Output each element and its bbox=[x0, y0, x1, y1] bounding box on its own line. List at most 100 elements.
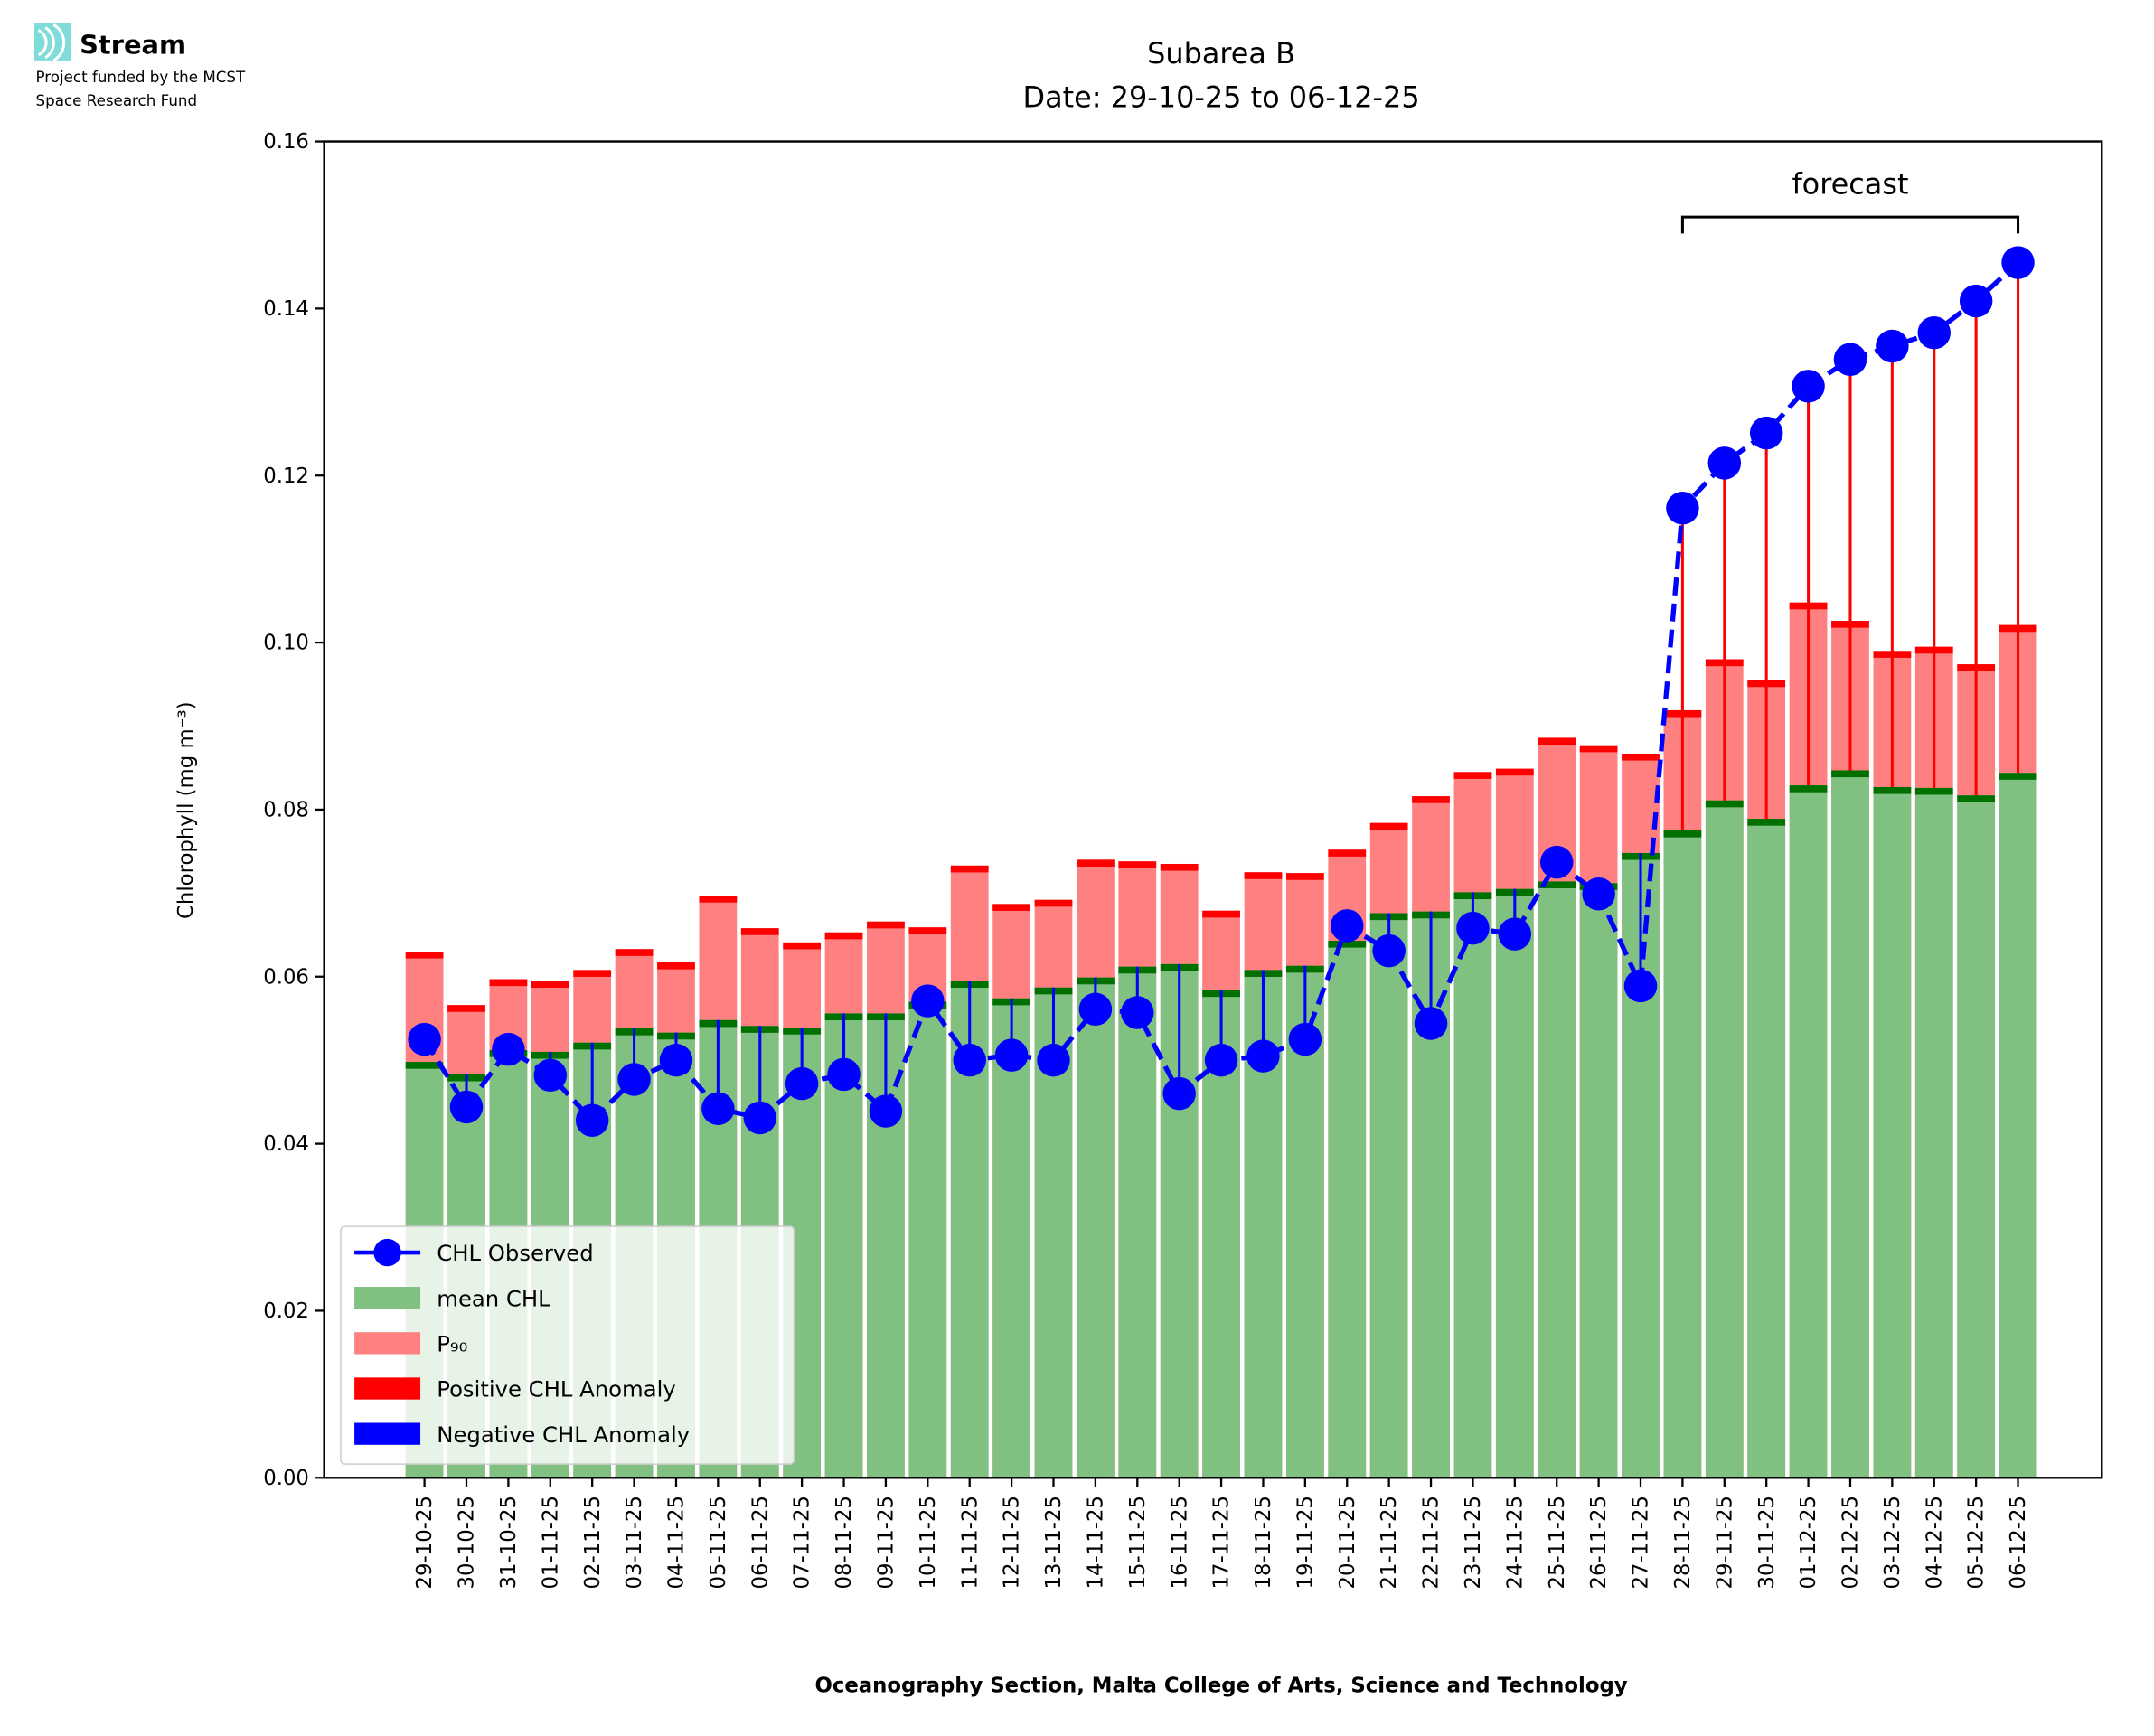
observed-point bbox=[1414, 1007, 1448, 1040]
legend-label: CHL Observed bbox=[437, 1240, 593, 1266]
p90-marker bbox=[783, 942, 822, 950]
x-tick-label: 28-11-25 bbox=[1671, 1496, 1695, 1589]
mean-bar bbox=[992, 998, 1030, 1478]
x-tick-label: 04-11-25 bbox=[665, 1496, 689, 1589]
chart-subtitle: Date: 29-10-25 to 06-12-25 bbox=[1023, 80, 1420, 115]
logo-line2: Space Research Fund bbox=[36, 91, 198, 109]
x-tick-label: 01-12-25 bbox=[1797, 1496, 1820, 1589]
y-tick-label: 0.02 bbox=[263, 1300, 309, 1323]
p90-marker bbox=[992, 904, 1030, 911]
legend-label: Negative CHL Anomaly bbox=[437, 1422, 690, 1448]
y-tick-label: 0.12 bbox=[263, 464, 309, 488]
x-tick-label: 29-10-25 bbox=[413, 1496, 437, 1589]
x-tick-label: 25-11-25 bbox=[1546, 1496, 1569, 1589]
x-tick-label: 08-11-25 bbox=[832, 1496, 856, 1589]
mean-marker bbox=[1873, 786, 1912, 794]
legend-swatch-negative bbox=[354, 1422, 421, 1445]
legend-label: mean CHL bbox=[437, 1285, 550, 1311]
observed-point bbox=[408, 1022, 441, 1056]
observed-point bbox=[449, 1090, 484, 1124]
p90-marker bbox=[1495, 768, 1534, 776]
mean-bar bbox=[1999, 773, 2037, 1478]
observed-point bbox=[1037, 1043, 1070, 1077]
mean-marker bbox=[1538, 881, 1576, 888]
legend-item-mean: mean CHL bbox=[354, 1285, 550, 1311]
logo: Stream Project funded by the MCST Space … bbox=[33, 23, 246, 109]
p90-marker bbox=[1369, 822, 1408, 830]
mean-bar bbox=[1789, 785, 1828, 1478]
observed-point bbox=[1959, 284, 1993, 318]
legend-marker-observed bbox=[373, 1238, 401, 1267]
p90-marker bbox=[1285, 873, 1324, 880]
x-tick-label: 23-11-25 bbox=[1462, 1496, 1485, 1589]
chart-title: Subarea B bbox=[1147, 36, 1295, 70]
x-tick-label: 13-11-25 bbox=[1042, 1496, 1066, 1589]
observed-point bbox=[1204, 1043, 1238, 1077]
x-tick-label: 06-12-25 bbox=[2007, 1496, 2030, 1589]
observed-point bbox=[617, 1063, 651, 1096]
x-tick-label: 17-11-25 bbox=[1210, 1496, 1234, 1589]
p90-marker bbox=[1328, 849, 1367, 857]
x-tick-label: 18-11-25 bbox=[1252, 1496, 1275, 1589]
observed-point bbox=[1876, 329, 1909, 363]
p90-marker bbox=[531, 981, 569, 988]
x-tick-label: 01-11-25 bbox=[539, 1496, 562, 1589]
observed-point bbox=[1372, 934, 1406, 968]
p90-marker bbox=[1244, 872, 1283, 879]
x-tick-label: 19-11-25 bbox=[1293, 1496, 1317, 1589]
p90-marker bbox=[1118, 861, 1157, 868]
observed-point bbox=[1078, 992, 1113, 1027]
x-tick-label: 30-11-25 bbox=[1755, 1496, 1779, 1589]
observed-point bbox=[1792, 370, 1825, 403]
x-tick-label: 31-10-25 bbox=[497, 1496, 521, 1589]
p90-marker bbox=[699, 896, 738, 903]
mean-marker bbox=[1663, 830, 1702, 838]
legend-item-p90: P₉₀ bbox=[354, 1330, 467, 1356]
mean-marker bbox=[1789, 785, 1828, 793]
x-tick-label: 15-11-25 bbox=[1126, 1496, 1150, 1589]
mean-bar bbox=[1118, 966, 1157, 1478]
observed-point bbox=[1917, 315, 1951, 350]
mean-bar bbox=[908, 1001, 947, 1478]
mean-bar bbox=[1957, 795, 1996, 1478]
x-tick-label: 05-12-25 bbox=[1965, 1496, 1989, 1589]
observed-point bbox=[743, 1101, 776, 1135]
legend-swatch-mean bbox=[354, 1287, 421, 1309]
observed-point bbox=[492, 1032, 525, 1066]
p90-marker bbox=[1579, 745, 1618, 753]
y-axis: 0.00 0.02 0.04 0.06 0.08 0.10 0.12 0.14 0.16 bbox=[263, 130, 325, 1490]
y-tick-label: 0.10 bbox=[263, 632, 309, 655]
p90-marker bbox=[447, 1005, 485, 1012]
plot-area bbox=[405, 246, 2037, 1478]
p90-marker bbox=[950, 865, 989, 873]
x-tick-label: 02-12-25 bbox=[1839, 1496, 1863, 1589]
forecast-bracket bbox=[1680, 215, 2020, 234]
legend: CHL Observed mean CHL P₉₀ Positive CHL A… bbox=[340, 1225, 795, 1465]
forecast-label: forecast bbox=[1792, 166, 1908, 201]
x-tick-label: 06-11-25 bbox=[748, 1496, 772, 1589]
x-tick-label: 30-10-25 bbox=[456, 1496, 479, 1589]
observed-point bbox=[1707, 446, 1742, 480]
y-tick-label: 0.14 bbox=[263, 297, 309, 321]
observed-point bbox=[701, 1092, 735, 1126]
mean-marker bbox=[1957, 795, 1996, 802]
mean-marker bbox=[405, 1062, 444, 1069]
mean-bar bbox=[1663, 830, 1702, 1478]
y-tick-label: 0.00 bbox=[263, 1467, 309, 1490]
p90-marker bbox=[615, 949, 654, 956]
mean-bar bbox=[1369, 913, 1408, 1478]
observed-point bbox=[1121, 996, 1154, 1029]
x-axis-label: Oceanography Section, Malta College of A… bbox=[814, 1674, 1627, 1697]
p90-marker bbox=[740, 928, 779, 935]
observed-point bbox=[1246, 1039, 1280, 1073]
mean-bar bbox=[1328, 941, 1367, 1478]
legend-label: P₉₀ bbox=[437, 1330, 467, 1356]
observed-point bbox=[827, 1057, 861, 1092]
x-tick-label: 09-11-25 bbox=[875, 1496, 898, 1589]
p90-marker bbox=[657, 962, 695, 970]
x-tick-label: 11-11-25 bbox=[958, 1496, 982, 1589]
observed-point bbox=[1623, 969, 1658, 1003]
x-tick-label: 04-12-25 bbox=[1923, 1496, 1946, 1589]
p90-marker bbox=[824, 932, 863, 940]
